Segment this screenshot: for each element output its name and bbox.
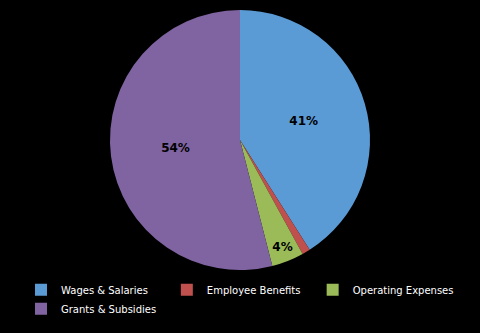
svg-text:Operating Expenses: Operating Expenses	[353, 285, 454, 296]
svg-text:Wages & Salaries: Wages & Salaries	[61, 285, 148, 296]
svg-text:Employee Benefits: Employee Benefits	[207, 285, 301, 296]
svg-text:4%: 4%	[272, 240, 292, 254]
svg-text:54%: 54%	[161, 141, 190, 155]
svg-text:41%: 41%	[289, 114, 318, 128]
svg-text:Grants & Subsidies: Grants & Subsidies	[61, 304, 156, 315]
